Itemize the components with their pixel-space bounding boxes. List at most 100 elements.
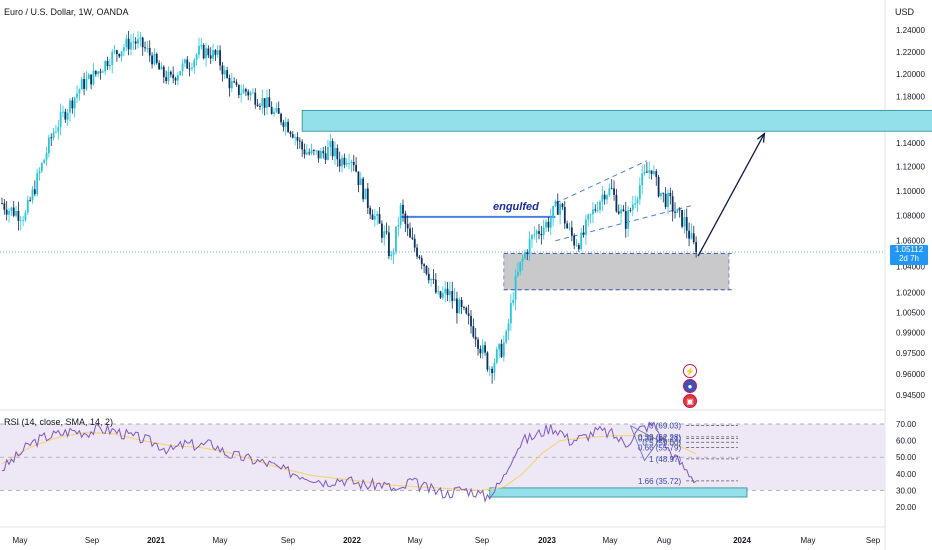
candle-body [324,153,327,160]
candle-body [488,368,491,370]
candle-body [376,213,379,217]
candle-body [606,195,608,200]
price-tick-label: 1.20000 [896,70,925,79]
candle-body [233,81,236,83]
candle-body [296,137,299,141]
engulfed-annotation: engulfed [493,201,539,213]
price-tick-label: 1.12000 [896,163,925,172]
candle-body [169,71,172,75]
candle-body [298,140,301,142]
candle-body [603,194,606,200]
candle-body [498,343,501,350]
price-tick-label: 1.08000 [896,212,925,221]
candle-body [43,159,46,164]
us-flag-event-icon[interactable]: ▣ [683,394,697,408]
candle-body [320,151,322,159]
candle-body [509,302,512,324]
earnings-event-icon[interactable]: ● [683,379,697,393]
candle-body [669,192,672,197]
dividend-event-icon[interactable]: ⚡ [683,364,697,378]
candle-body [364,188,367,200]
candle-body [638,185,641,200]
candle-body [193,59,196,68]
time-tick-label: Aug [657,536,671,545]
candle-body [580,232,583,250]
candle-body [50,137,53,139]
candle-body [385,231,388,233]
candle-body [648,170,651,173]
candle-body [15,211,17,216]
candle-body [36,173,39,195]
candle-body [345,163,348,165]
candle-body [155,53,158,63]
candle-body [308,152,311,154]
candle-body [219,50,221,66]
candle-body [315,150,318,152]
candle-body [214,50,217,55]
candle-body [601,194,604,202]
candle-body [683,217,686,227]
candle-body [388,232,390,257]
candle-body [280,113,282,123]
candle-body [526,252,529,254]
price-tick-label: 1.02000 [896,288,925,297]
candle-body [674,211,676,213]
bar-countdown: 2d 7h [898,254,920,263]
candle-body [123,47,125,52]
time-tick-label: Sep [85,536,100,545]
candle-body [198,45,200,55]
candle-body [535,231,538,235]
candle-body [554,201,557,207]
fib-level-label: 1.66 (35.72) [638,477,681,486]
candle-body [160,66,163,70]
candle-body [575,245,578,246]
candle-body [456,298,458,314]
candle-body [26,199,29,213]
candle-body [284,121,287,127]
candle-body [629,209,632,211]
price-tick-label: 1.00500 [896,308,925,317]
candle-body [216,50,219,55]
candle-body [692,233,695,243]
candle-body [556,201,559,215]
candle-body [212,50,214,59]
candle-body [474,336,477,340]
candle-body [517,271,519,276]
candle-body [596,210,599,211]
candle-body [282,122,285,127]
candle-body [137,39,139,44]
candle-body [101,71,104,73]
candle-body [343,157,346,165]
candle-body [667,192,669,207]
candle-body [650,170,653,174]
candle-body [287,121,289,133]
candle-body [172,74,175,79]
candle-body [108,64,111,67]
candle-body [158,62,161,70]
fib-level-label: 1 (48.97) [649,455,681,464]
candle-body [153,53,156,65]
candle-body [495,349,498,363]
candle-body [5,209,8,215]
candle-body [634,203,637,205]
rsi-title: RSI (14, close, SMA, 14, 2) [4,417,114,427]
candle-body [465,307,468,314]
candle-body [437,291,440,293]
candle-body [500,343,503,357]
candle-body [55,131,57,133]
candle-body [19,220,22,222]
candle-body [357,171,360,186]
candle-body [202,44,205,59]
candle-body [240,93,243,96]
candle-body [151,55,153,65]
price-tick-label: 1.24000 [896,26,925,35]
candle-body [22,220,25,221]
candle-body [146,47,149,49]
candle-body [228,77,231,89]
candle-body [493,362,496,374]
candle-body [484,345,486,353]
candle-body [620,209,622,214]
candle-body [237,84,240,96]
candle-body [568,227,571,229]
